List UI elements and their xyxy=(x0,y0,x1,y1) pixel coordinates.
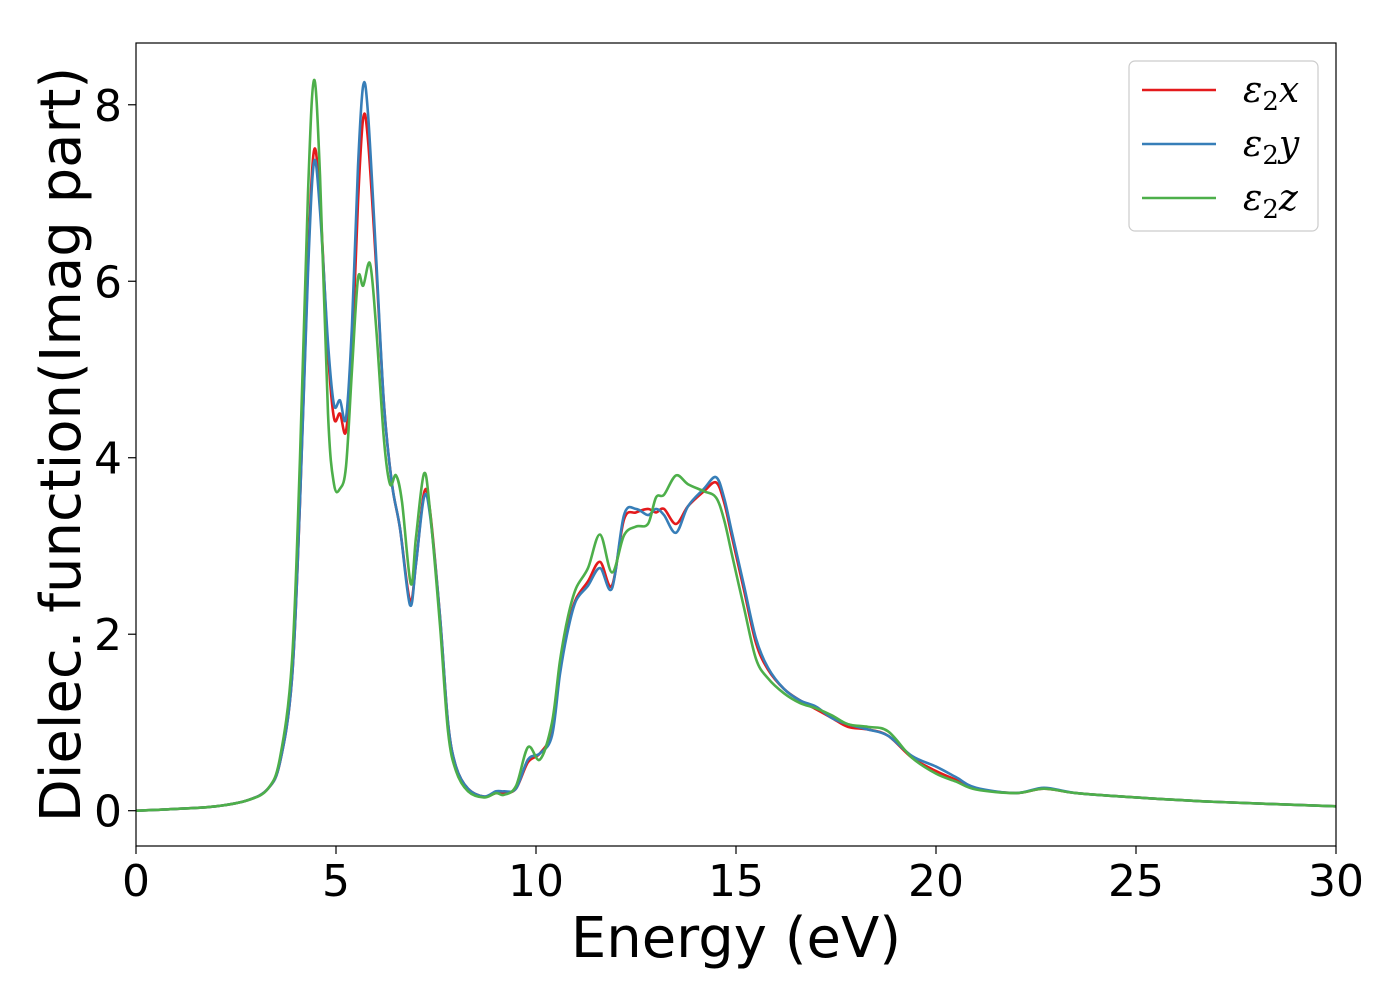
x-tick-label: 10 xyxy=(508,856,564,907)
x-tick-label: 20 xyxy=(908,856,964,907)
legend: ε2x ε2y ε2z xyxy=(1128,60,1319,232)
x-axis-ticks: 0 5 10 15 20 25 30 xyxy=(122,846,1364,907)
y-tick-label: 2 xyxy=(94,610,122,661)
y-tick-label: 4 xyxy=(94,434,122,485)
y-tick-label: 8 xyxy=(94,81,122,132)
x-tick-label: 0 xyxy=(122,856,150,907)
y-axis-label: Dielec. function(Imag part) xyxy=(29,67,94,823)
legend-label-z: ε2z xyxy=(1243,178,1299,225)
x-tick-label: 15 xyxy=(708,856,764,907)
series-line-z xyxy=(135,78,1337,812)
y-tick-label: 6 xyxy=(94,257,122,308)
x-tick-label: 5 xyxy=(322,856,350,907)
series-line-y xyxy=(135,80,1337,812)
x-tick-label: 30 xyxy=(1308,856,1364,907)
legend-label-y: ε2y xyxy=(1243,124,1300,171)
y-tick-label: 0 xyxy=(94,787,122,838)
x-tick-label: 25 xyxy=(1108,856,1164,907)
legend-label-x: ε2x xyxy=(1243,70,1299,117)
y-axis-ticks: 0 2 4 6 8 xyxy=(94,81,136,838)
legend-box xyxy=(1128,60,1319,232)
x-axis-label: Energy (eV) xyxy=(571,906,901,971)
plot-lines xyxy=(135,78,1337,812)
